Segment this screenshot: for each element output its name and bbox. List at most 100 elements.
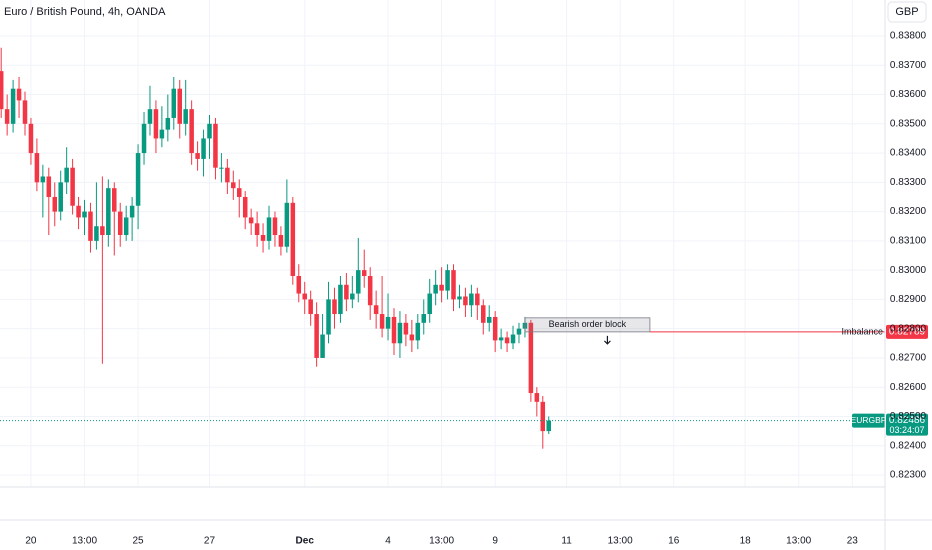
candle-body <box>189 109 194 154</box>
order-block-label: Bearish order block <box>549 319 627 329</box>
candle-body <box>183 109 188 124</box>
candle-body <box>320 334 325 358</box>
y-tick-label: 0.83100 <box>890 236 927 247</box>
candle-body <box>308 299 313 315</box>
candle-body <box>46 176 52 197</box>
candle-body <box>433 284 438 294</box>
candle-body <box>219 167 224 169</box>
candle-body <box>344 284 349 300</box>
candle-body <box>147 109 153 124</box>
candle-body <box>106 188 111 236</box>
currency-label[interactable]: GBP <box>895 6 918 18</box>
candle-body <box>361 270 367 276</box>
x-tick-label: 13:00 <box>72 536 97 547</box>
candle-body <box>272 217 278 236</box>
x-tick-label: 13:00 <box>786 536 811 547</box>
candle-body <box>445 270 450 291</box>
x-tick-label: 9 <box>492 536 498 547</box>
y-tick-label: 0.83700 <box>890 60 927 71</box>
candle-body <box>231 182 236 189</box>
candle-body <box>457 296 462 300</box>
y-tick-label: 0.82700 <box>890 353 927 364</box>
candle-body <box>385 316 391 329</box>
y-tick-label: 0.82400 <box>890 440 927 451</box>
y-tick-label: 0.83800 <box>890 31 927 42</box>
candle-body <box>153 109 159 139</box>
candle-body <box>58 182 63 212</box>
candle-body <box>236 188 242 197</box>
candle-body <box>242 196 248 218</box>
candle-body <box>207 123 212 139</box>
candle-body <box>397 322 403 344</box>
candle-body <box>302 293 307 300</box>
candle-body <box>492 316 498 341</box>
x-tick-label: 27 <box>204 536 216 547</box>
y-tick-label: 0.83200 <box>890 206 927 217</box>
y-tick-label: 0.83400 <box>890 148 927 159</box>
x-tick-label: Dec <box>296 536 315 547</box>
last-price-label: 0.82486 <box>889 415 926 426</box>
candle-body <box>254 223 260 236</box>
candle-body <box>409 334 415 341</box>
candle-body <box>338 284 343 315</box>
candle-body <box>88 211 93 241</box>
x-tick-label: 11 <box>561 536 572 547</box>
down-arrow <box>603 335 611 345</box>
candle-body <box>314 314 319 358</box>
y-tick-label: 0.83000 <box>890 265 927 276</box>
candle-body <box>22 100 28 124</box>
candle-body <box>195 153 200 159</box>
x-tick-label: 25 <box>133 536 145 547</box>
candle-body <box>16 88 22 101</box>
overlay: Bearish order block Imbalance 0.82789 EURGB… <box>0 317 928 436</box>
y-tick-label: 0.82500 <box>890 411 927 422</box>
candle-body <box>64 167 69 183</box>
y-tick-label: 0.82600 <box>890 382 927 393</box>
candle-body <box>94 226 99 241</box>
candle-body <box>70 167 75 206</box>
candle-body <box>171 88 177 118</box>
y-tick-label: 0.82300 <box>890 470 927 481</box>
candle-body <box>129 205 135 218</box>
candle-body <box>326 299 331 335</box>
candle-body <box>534 393 540 402</box>
candle-body <box>356 270 361 294</box>
candle-body <box>248 217 254 224</box>
candle-body <box>421 314 427 323</box>
candle-body <box>141 123 147 154</box>
candle-body <box>451 270 456 300</box>
x-tick-label: 13:00 <box>429 536 454 547</box>
candle-body <box>391 316 397 344</box>
x-tick-label: 13:00 <box>608 536 633 547</box>
candle-body <box>475 293 480 306</box>
candle-body <box>117 211 123 236</box>
candle-body <box>427 293 432 315</box>
countdown-label: 03:24:07 <box>889 425 924 435</box>
candle-body <box>225 167 230 183</box>
candle-body <box>40 176 46 183</box>
currency-button[interactable] <box>887 1 927 23</box>
x-tick-label: 4 <box>385 536 391 547</box>
candle-body <box>284 202 290 247</box>
grid <box>0 0 885 487</box>
order-block-zone <box>524 317 651 333</box>
candle-body <box>10 88 16 124</box>
candle-body <box>76 205 81 218</box>
imbalance-price-label: 0.82789 <box>889 327 926 338</box>
candle-body <box>486 316 492 323</box>
candle-body <box>481 305 486 323</box>
candle-body <box>504 337 510 344</box>
axes: 0.83800 0.83700 0.83600 0.83500 0.83400 0.833… <box>25 31 926 547</box>
candle-body <box>177 88 182 124</box>
candle-body <box>159 129 165 139</box>
candle-body <box>516 328 522 335</box>
candle-body <box>165 117 171 130</box>
symbol-tag <box>852 413 885 428</box>
candle-body <box>463 296 468 306</box>
candle-body <box>498 337 504 341</box>
imbalance-label: Imbalance <box>841 326 883 336</box>
candle-body <box>415 322 421 341</box>
candle-body <box>278 235 284 247</box>
